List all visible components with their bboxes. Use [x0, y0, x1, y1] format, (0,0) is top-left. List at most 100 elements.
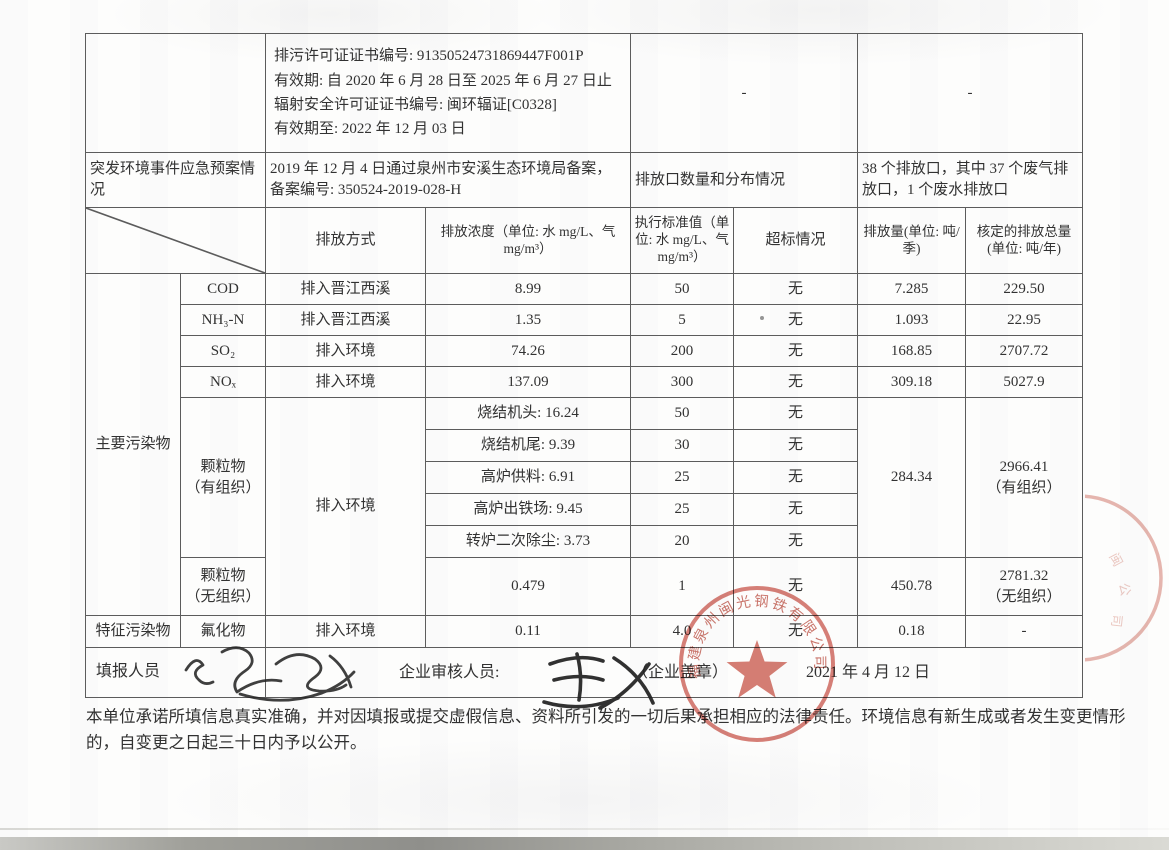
concentration: 转炉二次除尘: 3.73 [424, 525, 632, 558]
dash-cell-right: - [857, 33, 1084, 153]
auditor-label: 企业审核人员: [399, 664, 500, 681]
pollutant-name: 氟化物 [180, 615, 266, 648]
standard-value: 25 [630, 493, 735, 526]
approved-total: 229.50 [965, 273, 1084, 305]
table-row: 特征污染物 氟化物 排入环境 0.11 4.0 无 0.18 - [85, 615, 1084, 648]
dash-cell-mid: - [630, 33, 859, 153]
emergency-value-cell: 2019 年 12 月 4 日通过泉州市安溪生态环境局备案，备案编号: 3505… [264, 152, 632, 208]
header-standard: 执行标准值（单位: 水 mg/L、气 mg/m³） [630, 207, 735, 274]
svg-text:司: 司 [1109, 614, 1125, 629]
signoff-date: 2021 年 4 月 12 日 [806, 664, 931, 681]
exceedance: 无 [733, 461, 859, 494]
discharge-mode: 排入环境 [265, 366, 426, 398]
concentration: 137.09 [424, 366, 632, 398]
amount: 0.18 [857, 615, 967, 648]
outlets-label-cell: 排放口数量和分布情况 [630, 152, 859, 208]
svg-text:公: 公 [1116, 582, 1133, 598]
signoff-cell: 企业审核人员: （企业盖章） 2021 年 4 月 12 日 [264, 647, 1084, 698]
table-header-row: 排放方式 排放浓度（单位: 水 mg/L、气 mg/m³） 执行标准值（单位: … [85, 207, 1084, 274]
concentration: 烧结机头: 16.24 [424, 397, 632, 430]
main-pollutant-group-cell: 主要污染物 [85, 273, 181, 616]
discharge-mode: 排入晋江西溪 [265, 304, 426, 336]
table-row: SO₂ 排入环境 74.26 200 无 168.85 2707.72 [86, 335, 1084, 367]
scan-artifact-strip [0, 837, 1169, 850]
approved-total: - [965, 615, 1084, 648]
header-discharge-mode: 排放方式 [265, 207, 426, 274]
partial-seal-stamp: 闽 公 司 [1085, 494, 1163, 662]
amount-merged: 284.34 [857, 397, 967, 558]
pollutant-name: NH₃-N [180, 304, 266, 336]
permit-number-line: 排污许可证证书编号: 91350524731869447F001P [274, 48, 584, 65]
approved-total: 2707.72 [965, 335, 1084, 367]
permit-info-cell: 排污许可证证书编号: 91350524731869447F001P 有效期: 自… [264, 33, 632, 153]
discharge-mode: 排入环境 [265, 335, 426, 367]
concentration: 高炉出铁场: 9.45 [424, 493, 632, 526]
concentration: 高炉供料: 6.91 [424, 461, 632, 494]
amount: 7.285 [857, 273, 967, 305]
exceedance: 无 [733, 429, 859, 462]
standard-value: 5 [630, 304, 735, 336]
table-row: NH₃-N 排入晋江西溪 1.35 5 无 1.093 22.95 [86, 304, 1084, 336]
header-approved-total: 核定的排放总量(单位: 吨/年) [965, 207, 1084, 274]
approved-total: 22.95 [965, 304, 1084, 336]
diagonal-line [86, 208, 265, 273]
approved-total: 2781.32 （无组织） [965, 557, 1084, 616]
exceedance: 无 [733, 493, 859, 526]
svg-text:闽: 闽 [1106, 550, 1125, 569]
standard-value: 1 [630, 557, 735, 616]
exceedance: 无 [733, 525, 859, 558]
standard-value: 50 [630, 397, 735, 430]
table-row: 颗粒物 （无组织） 0.479 1 无 450.78 2781.32 （无组织） [86, 557, 1084, 616]
exceedance: 无 [733, 273, 859, 305]
table-row: 颗粒物 （有组织） 排入环境 烧结机头: 16.24 50 无 284.34 2… [86, 397, 1084, 616]
standard-value: 25 [630, 461, 735, 494]
amount: 450.78 [857, 557, 967, 616]
approved-total-merged: 2966.41 （有组织） [965, 397, 1084, 558]
amount: 1.093 [857, 304, 967, 336]
scan-edge-line [0, 828, 1169, 830]
exceedance: 无 [733, 366, 859, 398]
commitment-note: 本单位承诺所填信息真实准确，并对因填报或提交虚假信息、资料所引发的一切后果承担相… [86, 707, 1126, 753]
amount: 168.85 [857, 335, 967, 367]
pollutant-name-organized-pm: 颗粒物 （有组织） [180, 397, 266, 558]
concentration: 1.35 [424, 304, 632, 336]
concentration: 烧结机尾: 9.39 [424, 429, 632, 462]
table-row: NOₓ 排入环境 137.09 300 无 309.18 5027.9 [86, 366, 1084, 398]
standard-value: 4.0 [630, 615, 735, 648]
standard-value: 50 [630, 273, 735, 305]
header-amount: 排放量(单位: 吨/季) [857, 207, 967, 274]
pollutant-name-unorganized-pm: 颗粒物 （无组织） [180, 557, 266, 616]
standard-value: 20 [630, 525, 735, 558]
signoff-row: 填报人员 企业审核人员: （企业盖章） 2021 年 4 月 12 日 [85, 647, 1084, 698]
concentration: 74.26 [424, 335, 632, 367]
permit-validity-line: 有效期: 自 2020 年 6 月 28 日至 2025 年 6 月 27 日止 [274, 72, 612, 89]
characteristic-group-cell: 特征污染物 [85, 615, 181, 648]
exceedance: 无 [733, 557, 859, 616]
outlets-value-cell: 38 个排放口，其中 37 个废气排放口，1 个废水排放口 [857, 152, 1084, 208]
discharge-mode: 排入环境 [265, 615, 426, 648]
scan-speck [760, 316, 764, 320]
exceedance: 无 [733, 397, 859, 430]
emergency-row: 突发环境事件应急预案情况 2019 年 12 月 4 日通过泉州市安溪生态环境局… [85, 152, 1084, 208]
header-exceedance: 超标情况 [733, 207, 859, 274]
disclosure-table: 排污许可证证书编号: 91350524731869447F001P 有效期: 自… [85, 33, 1084, 698]
filler-label-cell: 填报人员 [85, 647, 266, 698]
amount: 309.18 [857, 366, 967, 398]
diagonal-header-cell [85, 207, 266, 274]
table-row: 高炉出铁场: 9.45 25 无 [86, 493, 1083, 526]
concentration: 0.11 [424, 615, 632, 648]
header-concentration: 排放浓度（单位: 水 mg/L、气 mg/m³） [424, 207, 632, 274]
radiation-permit-line: 辐射安全许可证证书编号: 闽环辐证[C0328] [274, 97, 557, 113]
emergency-label-cell: 突发环境事件应急预案情况 [85, 152, 266, 208]
pollutant-name: COD [180, 273, 266, 305]
table-row: 烧结机尾: 9.39 30 无 [86, 429, 1083, 462]
permit-row: 排污许可证证书编号: 91350524731869447F001P 有效期: 自… [85, 33, 1084, 153]
discharge-mode: 排入晋江西溪 [265, 273, 426, 305]
standard-value: 200 [630, 335, 735, 367]
exceedance: 无 [733, 335, 859, 367]
standard-value: 300 [630, 366, 735, 398]
standard-value: 30 [630, 429, 735, 462]
radiation-validity-line: 有效期至: 2022 年 12 月 03 日 [274, 121, 466, 138]
company-seal-note: （企业盖章） [632, 664, 729, 681]
